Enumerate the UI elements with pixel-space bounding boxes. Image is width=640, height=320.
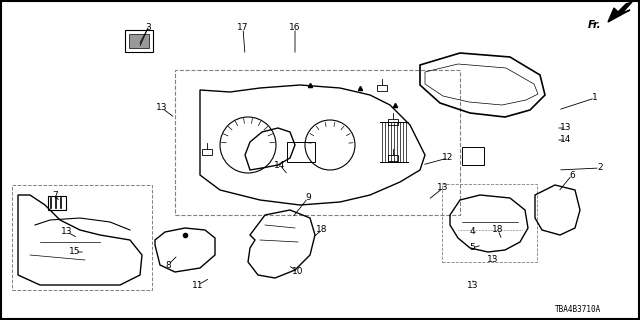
Text: Fr.: Fr. <box>588 20 602 30</box>
Text: 9: 9 <box>305 194 311 203</box>
Text: 13: 13 <box>560 124 572 132</box>
Text: 18: 18 <box>492 226 504 235</box>
Bar <box>12 185 152 290</box>
Text: 16: 16 <box>289 23 301 33</box>
Text: 17: 17 <box>237 23 249 33</box>
Text: 12: 12 <box>442 154 454 163</box>
Text: 11: 11 <box>192 281 204 290</box>
Text: 6: 6 <box>569 171 575 180</box>
Bar <box>175 70 460 215</box>
Bar <box>388 119 398 125</box>
Text: 14: 14 <box>275 161 285 170</box>
Text: 15: 15 <box>69 247 81 257</box>
Text: 3: 3 <box>145 23 151 33</box>
Text: 13: 13 <box>61 228 73 236</box>
Text: 5: 5 <box>469 244 475 252</box>
Text: 18: 18 <box>316 226 328 235</box>
Bar <box>129 34 149 48</box>
Bar <box>125 30 153 52</box>
Text: 13: 13 <box>487 255 499 265</box>
Bar <box>48 196 66 210</box>
Bar <box>388 155 398 161</box>
Bar <box>462 147 484 165</box>
Text: TBA4B3710A: TBA4B3710A <box>555 306 601 315</box>
Text: 10: 10 <box>292 268 304 276</box>
Text: 1: 1 <box>592 93 598 102</box>
Text: 13: 13 <box>437 183 449 193</box>
Text: 13: 13 <box>467 281 479 290</box>
Bar <box>202 149 212 155</box>
Text: 4: 4 <box>469 228 475 236</box>
Text: 7: 7 <box>52 190 58 199</box>
Bar <box>442 184 537 262</box>
Text: 2: 2 <box>597 164 603 172</box>
Bar <box>377 85 387 91</box>
Text: 8: 8 <box>165 260 171 269</box>
Text: 13: 13 <box>156 103 168 113</box>
Polygon shape <box>608 2 632 22</box>
Text: 14: 14 <box>560 135 572 145</box>
Bar <box>287 142 315 162</box>
